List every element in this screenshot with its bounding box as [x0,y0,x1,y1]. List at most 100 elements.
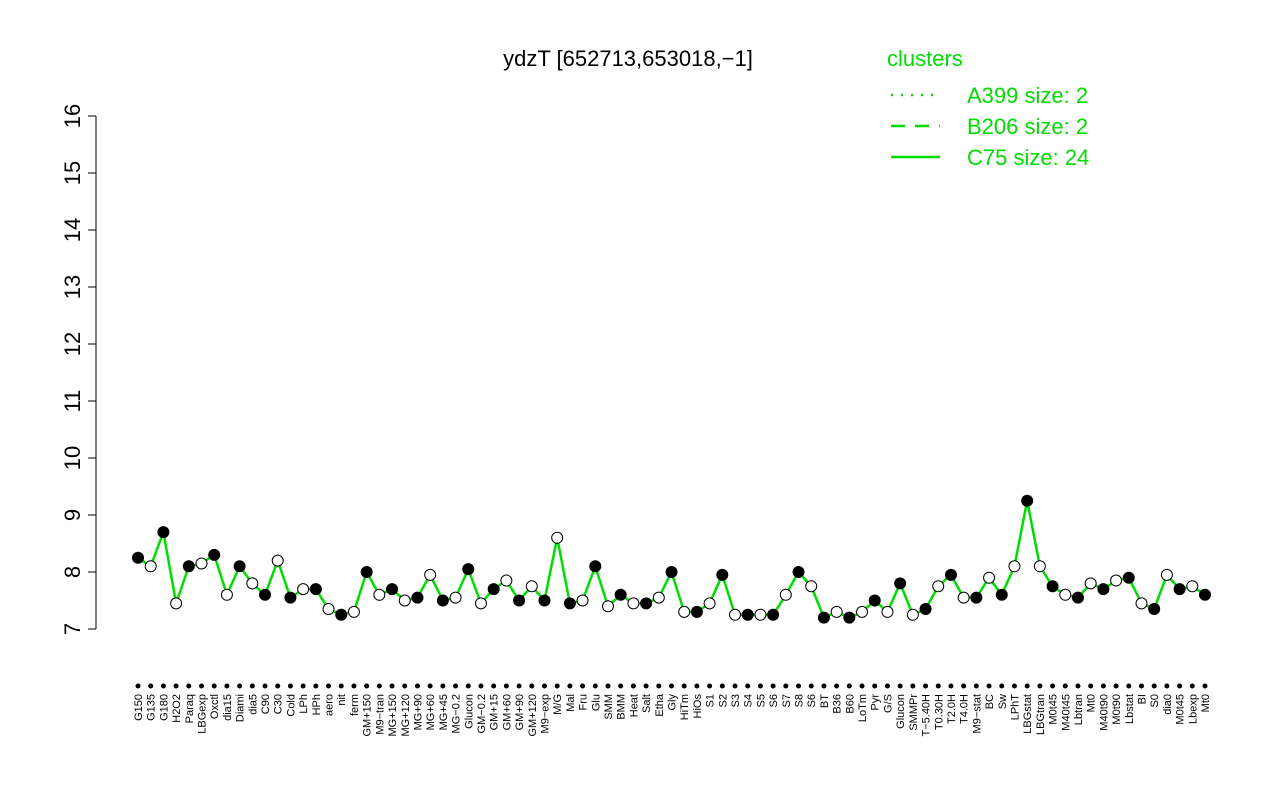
y-tick-label: 9 [60,509,85,521]
point [424,568,437,581]
rug-dot [313,683,319,689]
rug-dot [948,683,954,689]
x-tick-label: GM+90 [514,694,526,730]
x-tick-label: GM+150 [362,694,374,737]
x-tick-label: dia5 [247,694,259,715]
x-tick-label: C30 [273,694,285,714]
x-tick-label: Mal [565,694,577,712]
x-tick-label: Fru [578,694,590,711]
point [538,594,551,607]
point [386,583,399,596]
point [1021,494,1034,507]
x-tick-label: M0t45 [1175,694,1187,725]
x-tick-label: MG+45 [438,694,450,730]
rug-dot [999,683,1005,689]
x-tick-label: MG+90 [412,694,424,730]
point [767,608,780,621]
x-tick-label: MG−0.2 [451,694,463,733]
x-tick-label: C90 [260,694,272,714]
point [589,560,602,573]
point [436,594,449,607]
point [868,594,881,607]
rug-dot [453,683,459,689]
x-tick-label: HPh [311,694,323,715]
point [754,608,767,621]
x-tick-label: Mt0 [1200,694,1212,712]
rug-dot [541,683,547,689]
rug-dot [580,683,586,689]
x-tick-label: GM+15 [489,694,501,730]
point [309,583,322,596]
rug-dot [808,683,814,689]
point [665,566,678,578]
rug-dot [414,683,420,689]
point [995,588,1008,601]
point [1135,597,1148,610]
rug-dot [821,683,827,689]
point [1008,560,1021,573]
x-tick-label: LBGstat [1022,694,1034,734]
rug-dot [1011,683,1017,689]
x-tick-label: MG+60 [425,694,437,730]
x-tick-label: MG+120 [400,694,412,737]
rug-dot [707,683,713,689]
x-tick-label: M/G [552,694,564,715]
rug-dot [1189,683,1195,689]
rug-dot [643,683,649,689]
x-tick-label: HiTm [679,694,691,720]
rug-dot [516,683,522,689]
x-tick-label: Lbexp [1187,694,1199,724]
x-tick-label: Cold [285,694,297,717]
rug-dot [694,683,700,689]
x-tick-label: S8 [794,694,806,707]
rug-dot [211,683,217,689]
point [487,583,500,596]
rug-dot [554,683,560,689]
rug-dot [249,683,255,689]
point [284,591,297,604]
point [729,608,742,621]
rug-dot [351,683,357,689]
point [144,560,157,573]
point [132,551,144,564]
x-tick-label: ferm [349,694,361,716]
rug-dot [376,683,382,689]
rug-dot [491,683,497,689]
rug-dot [1138,683,1144,689]
point [271,554,284,567]
point [843,611,856,624]
x-tick-label: Gly [667,694,679,711]
rug-dot [1202,683,1208,689]
point [1173,583,1186,596]
x-tick-label: LBGtran [1035,694,1047,735]
point [220,588,233,601]
x-tick-label: Glucon [463,694,475,729]
point [1122,571,1135,584]
rug-dot [757,683,763,689]
rug-dot [1126,683,1132,689]
x-tick-label: BT [819,694,831,708]
x-tick-label: Lbtran [1073,694,1085,725]
point [259,588,272,601]
x-tick-label: BMM [616,694,628,720]
rug-dot [338,683,344,689]
point [817,611,830,624]
point [830,605,843,618]
x-tick-label: M40t90 [1098,694,1110,731]
x-tick-label: H2O2 [171,694,183,723]
rug-dot [681,683,687,689]
x-tick-label: Diami [235,694,247,722]
point [703,597,716,610]
point [741,608,754,621]
rug-dot [897,683,903,689]
point [1160,568,1173,581]
x-tick-label: LBGexp [197,694,209,734]
rug-dot [935,683,941,689]
rug-dot [618,683,624,689]
x-tick-label: S7 [781,694,793,707]
rug-dot [656,683,662,689]
point [792,566,805,578]
rug-dot [287,683,293,689]
rug-dot [160,683,166,689]
